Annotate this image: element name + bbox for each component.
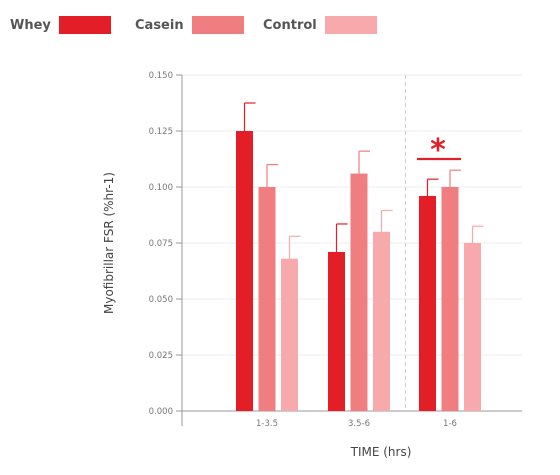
legend: Whey Casein Control (0, 16, 560, 44)
bar-casein (441, 187, 459, 411)
y-tick-label: 0.150 (149, 71, 173, 81)
y-tick-label: 0.025 (149, 351, 173, 361)
bar-control (373, 231, 390, 411)
y-tick-label: 0.125 (149, 127, 173, 137)
bar-casein (350, 173, 368, 411)
legend-swatch-whey (58, 16, 111, 34)
y-tick-label: 0.050 (149, 295, 173, 305)
significance-asterisk: * (430, 133, 446, 168)
x-tick-label: 1-6 (443, 419, 457, 429)
bar-whey (419, 195, 436, 411)
bar-whey (328, 251, 345, 411)
x-tick-label: 1-3.5 (256, 419, 278, 429)
legend-swatch-control (324, 16, 377, 34)
legend-item-whey: Whey (10, 16, 111, 34)
legend-label-casein: Casein (135, 17, 184, 33)
legend-item-control: Control (263, 16, 377, 34)
bar-whey (236, 131, 253, 411)
bar-control (281, 258, 298, 411)
y-tick-label: 0.000 (149, 407, 173, 417)
y-tick-label: 0.075 (149, 239, 173, 249)
y-axis-title: Myofibrillar FSR (%hr-1) (102, 172, 116, 314)
bar-control (464, 243, 481, 411)
y-tick-label: 0.100 (149, 183, 173, 193)
x-axis-title: TIME (hrs) (350, 445, 412, 459)
legend-item-casein: Casein (135, 16, 244, 34)
legend-swatch-casein (191, 16, 244, 34)
bar-casein (258, 187, 276, 411)
legend-label-whey: Whey (10, 17, 51, 33)
legend-label-control: Control (263, 17, 317, 33)
x-tick-label: 3.5-6 (348, 419, 370, 429)
